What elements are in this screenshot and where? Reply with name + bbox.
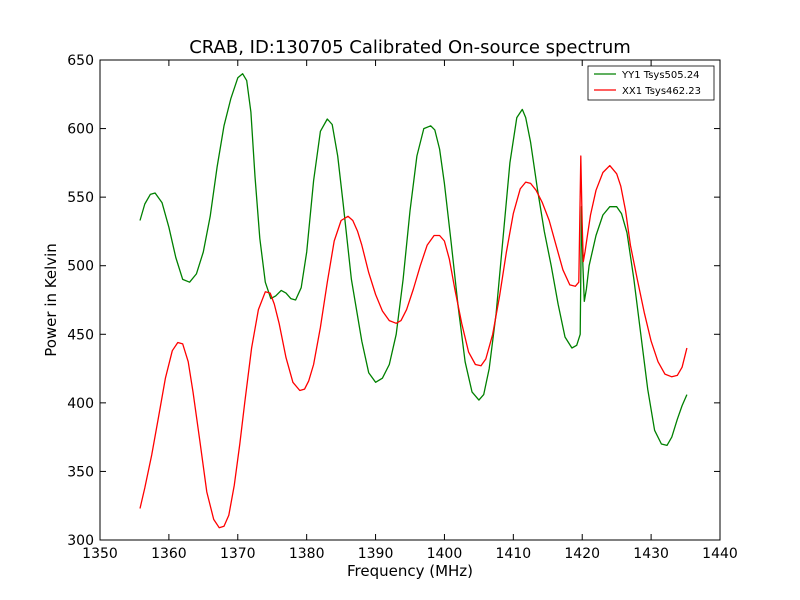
legend-label-yy1: YY1 Tsys505.24	[621, 70, 700, 81]
series-line-yy1	[139, 73, 688, 447]
y-tick-label: 650	[67, 53, 94, 69]
y-tick-label: 600	[67, 122, 94, 138]
y-tick-label: 500	[67, 259, 94, 275]
y-tick-label: 400	[67, 396, 94, 412]
legend-label-xx1: XX1 Tsys462.23	[622, 86, 701, 97]
legend-box	[587, 65, 715, 101]
x-tick-label: 1350	[82, 546, 118, 562]
x-tick-label: 1380	[289, 546, 325, 562]
x-tick-label: 1420	[564, 546, 600, 562]
x-tick-label: 1400	[427, 546, 463, 562]
x-tick-label: 1390	[358, 546, 394, 562]
x-tick-label: 1440	[702, 546, 738, 562]
x-axis-label: Frequency (MHz)	[347, 562, 473, 580]
plot-frame	[99, 59, 721, 541]
y-axis-label: Power in Kelvin	[42, 243, 60, 357]
x-tick-label: 1360	[151, 546, 187, 562]
y-tick-label: 300	[67, 533, 94, 549]
y-tick-label: 550	[67, 190, 94, 206]
y-tick-label: 350	[67, 464, 94, 480]
x-axis: 1350 1360 1370 1380 1390 1400 1410 1420 1430 1440	[82, 60, 738, 562]
series-line-xx1	[139, 155, 688, 529]
y-tick-label: 450	[67, 327, 94, 343]
x-tick-label: 1410	[496, 546, 532, 562]
plot-lines	[139, 73, 688, 529]
x-tick-label: 1430	[633, 546, 669, 562]
legend: YY1 Tsys505.24 XX1 Tsys462.23	[587, 65, 715, 101]
x-tick-label: 1370	[220, 546, 256, 562]
y-axis: 300 350 400 450 500 550 600 650	[67, 53, 720, 549]
chart-title: CRAB, ID:130705 Calibrated On-source spe…	[189, 37, 631, 58]
